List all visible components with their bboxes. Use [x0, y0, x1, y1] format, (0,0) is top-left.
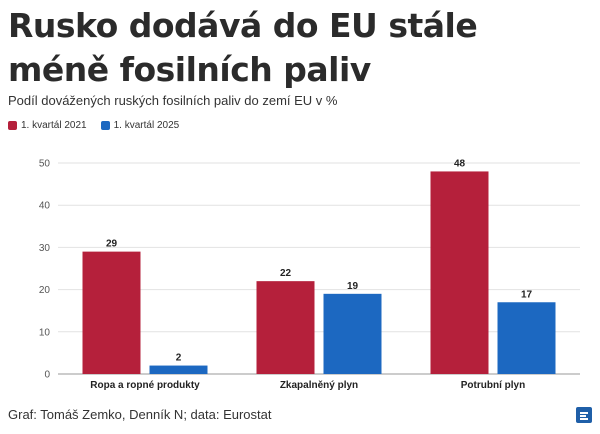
x-category-label: Zkapalněný plyn: [280, 380, 358, 391]
y-tick-label: 0: [44, 370, 50, 381]
legend-label-2025: 1. kvartál 2025: [113, 120, 180, 131]
y-tick-label: 50: [39, 159, 51, 170]
bar-2025: [497, 302, 556, 374]
chart-title: Rusko dodává do EU stále méně fosilních …: [8, 6, 478, 89]
bar-2021: [430, 171, 489, 374]
y-tick-label: 20: [39, 285, 51, 296]
y-tick-label: 10: [39, 327, 51, 338]
legend-item-2021: 1. kvartál 2021: [8, 120, 87, 131]
x-category-label: Potrubní plyn: [461, 380, 525, 391]
legend-swatch-2025: [100, 121, 110, 130]
legend-label-2021: 1. kvartál 2021: [21, 120, 87, 131]
y-tick-label: 40: [39, 201, 51, 212]
bar-value-label: 19: [347, 281, 359, 292]
bar-value-label: 2: [176, 353, 182, 364]
legend-item-2025: 1. kvartál 2025: [100, 120, 180, 131]
x-category-label: Ropa a ropné produkty: [90, 380, 200, 391]
bar-2021: [256, 281, 315, 374]
chart-subtitle: Podíl dovážených ruských fosilních paliv…: [8, 93, 338, 108]
legend-swatch-2021: [8, 121, 17, 130]
bar-value-label: 29: [106, 239, 118, 250]
chart-legend: 1. kvartál 2021 1. kvartál 2025: [8, 120, 179, 131]
bar-2025: [323, 293, 382, 374]
bar-value-label: 48: [454, 158, 466, 169]
bar-2021: [82, 251, 141, 374]
bar-value-label: 17: [521, 289, 533, 300]
bar-chart: 0 10 20 30 40 50 29 2 Ropa a ropné produkty 22 19 Z…: [39, 158, 580, 391]
bar-value-label: 22: [280, 268, 292, 279]
y-tick-label: 30: [39, 243, 51, 254]
source-credit: Graf: Tomáš Zemko, Denník N; data: Euros…: [8, 407, 272, 422]
bar-2025: [149, 365, 208, 374]
denniknn-logo-icon: [576, 407, 592, 423]
